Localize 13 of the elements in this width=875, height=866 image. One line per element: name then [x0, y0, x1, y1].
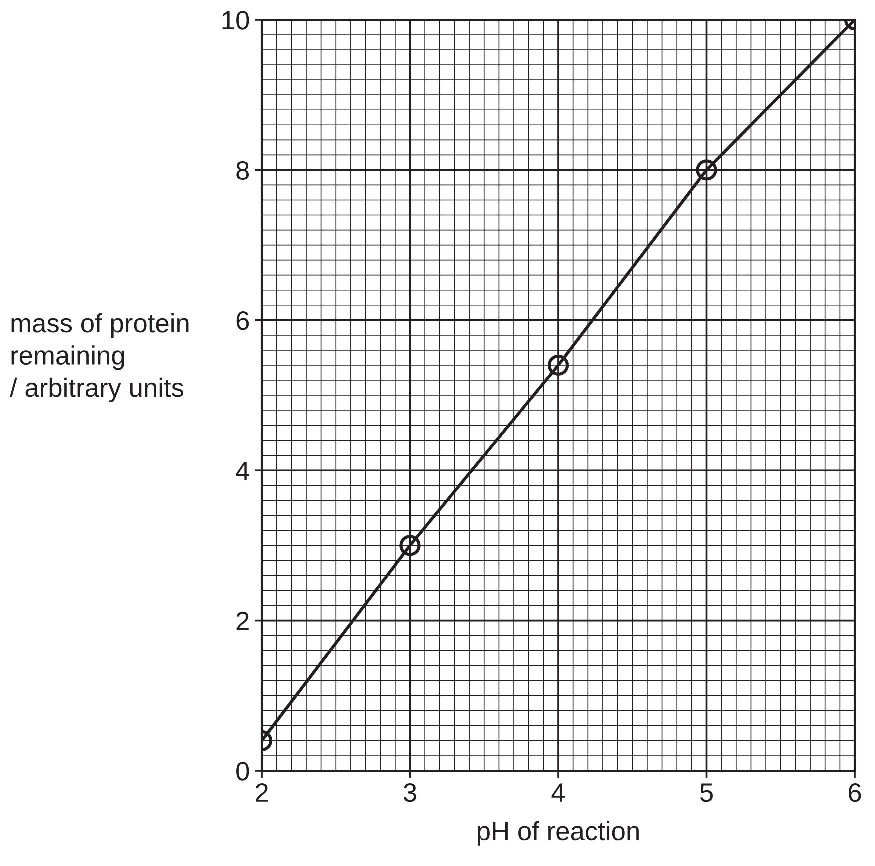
y-tick-label: 10	[222, 11, 250, 30]
y-tick-label: 8	[236, 161, 250, 180]
y-tick-label: 4	[236, 462, 250, 480]
x-tick-label: 4	[552, 784, 566, 802]
y-tick-label: 0	[236, 762, 250, 781]
y-tick-label: 6	[236, 312, 250, 330]
x-axis-title: pH of reaction	[478, 821, 639, 846]
x-tick-label: 6	[849, 784, 862, 802]
x-tick-label: 5	[700, 784, 713, 802]
y-tick-label: 2	[236, 612, 249, 630]
y-axis-title: mass of protein remaining / arbitrary units	[10, 313, 189, 402]
x-tick-label: 3	[404, 784, 416, 802]
x-tick-label: 2	[256, 784, 268, 802]
